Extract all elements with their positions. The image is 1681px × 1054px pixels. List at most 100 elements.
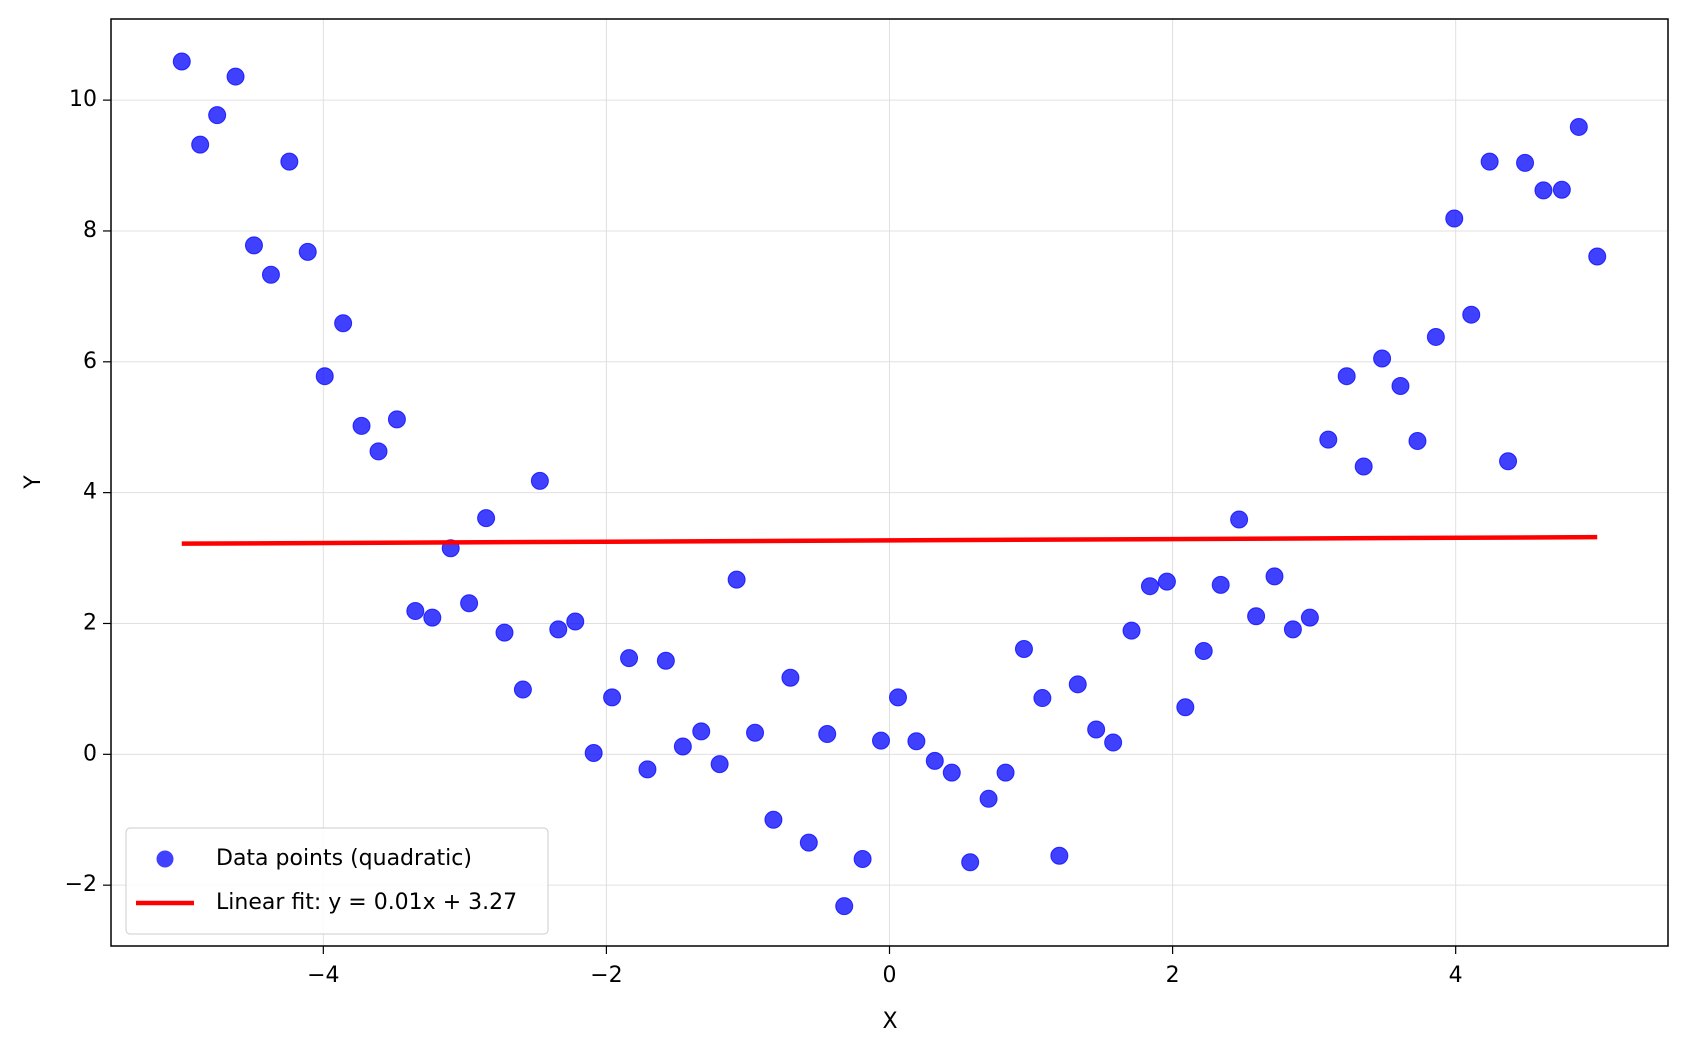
x-tick-label: −2 bbox=[590, 963, 622, 988]
data-point bbox=[1194, 641, 1213, 660]
data-point bbox=[799, 833, 818, 852]
y-tick-label: 2 bbox=[83, 610, 97, 635]
data-point bbox=[1337, 367, 1356, 386]
data-point bbox=[888, 688, 907, 707]
data-point bbox=[1014, 639, 1033, 658]
data-point bbox=[369, 442, 388, 461]
y-tick-label: 10 bbox=[69, 87, 97, 112]
data-point bbox=[334, 314, 353, 333]
legend-label: Data points (quadratic) bbox=[216, 846, 472, 871]
data-point bbox=[1176, 698, 1195, 717]
y-tick-label: 8 bbox=[83, 218, 97, 243]
y-axis-label: Y bbox=[21, 475, 46, 490]
data-point bbox=[727, 570, 746, 589]
y-tick-label: 0 bbox=[83, 741, 97, 766]
data-point bbox=[1499, 452, 1518, 471]
data-point bbox=[261, 265, 280, 284]
data-point bbox=[226, 67, 245, 86]
data-point bbox=[996, 763, 1015, 782]
data-point bbox=[1122, 621, 1141, 640]
data-point bbox=[495, 623, 514, 642]
data-point bbox=[1426, 327, 1445, 346]
legend: Data points (quadratic) Linear fit: y = 0… bbox=[125, 827, 549, 935]
data-point bbox=[1445, 209, 1464, 228]
data-point bbox=[244, 236, 263, 255]
data-point bbox=[673, 737, 692, 756]
data-point bbox=[191, 135, 210, 154]
data-point bbox=[1050, 846, 1069, 865]
data-point bbox=[406, 602, 425, 621]
data-point bbox=[1534, 181, 1553, 200]
data-point bbox=[1157, 572, 1176, 591]
data-point bbox=[1391, 377, 1410, 396]
data-point bbox=[1140, 577, 1159, 596]
data-point bbox=[925, 751, 944, 770]
data-point bbox=[942, 763, 961, 782]
x-tick-label: 4 bbox=[1449, 963, 1463, 988]
data-point bbox=[1552, 180, 1571, 199]
data-point bbox=[853, 849, 872, 868]
data-point bbox=[584, 744, 603, 763]
data-point bbox=[1462, 305, 1481, 324]
data-point bbox=[1230, 510, 1249, 529]
data-point bbox=[566, 612, 585, 631]
data-point bbox=[1211, 575, 1230, 594]
data-point bbox=[1283, 620, 1302, 639]
x-tick-label: 0 bbox=[883, 963, 897, 988]
data-point bbox=[746, 723, 765, 742]
data-point bbox=[1588, 247, 1607, 266]
data-point bbox=[620, 649, 639, 668]
data-point bbox=[1319, 430, 1338, 449]
data-point bbox=[423, 608, 442, 627]
y-tick-label: 4 bbox=[83, 480, 97, 505]
plot-frame bbox=[110, 18, 1669, 947]
data-point bbox=[907, 732, 926, 751]
data-point bbox=[1265, 567, 1284, 586]
data-point bbox=[638, 760, 657, 779]
legend-box bbox=[125, 827, 549, 935]
data-point bbox=[835, 897, 854, 916]
data-point bbox=[1373, 349, 1392, 368]
x-tick-label: 2 bbox=[1166, 963, 1180, 988]
data-point bbox=[710, 755, 729, 774]
data-point bbox=[280, 152, 299, 171]
data-point bbox=[1087, 720, 1106, 739]
data-point bbox=[1569, 117, 1588, 136]
data-point bbox=[872, 731, 891, 750]
data-point bbox=[1068, 675, 1087, 694]
fit-line bbox=[181, 534, 1598, 546]
data-point bbox=[460, 594, 479, 613]
data-point bbox=[1480, 152, 1499, 171]
data-point bbox=[477, 509, 496, 528]
data-point bbox=[1104, 733, 1123, 752]
data-point bbox=[603, 688, 622, 707]
data-point bbox=[352, 416, 371, 435]
data-point bbox=[781, 668, 800, 687]
data-point bbox=[818, 725, 837, 744]
data-point bbox=[549, 620, 568, 639]
legend-marker bbox=[156, 850, 174, 868]
legend-label: Linear fit: y = 0.01x + 3.27 bbox=[216, 890, 517, 915]
data-point bbox=[764, 810, 783, 829]
data-point bbox=[208, 106, 227, 125]
data-point bbox=[1408, 431, 1427, 450]
data-point bbox=[979, 789, 998, 808]
data-point bbox=[1516, 153, 1535, 172]
x-tick-label: −4 bbox=[307, 963, 339, 988]
data-point bbox=[1247, 607, 1266, 626]
data-point bbox=[656, 651, 675, 670]
y-tick-label: −2 bbox=[65, 872, 97, 897]
y-tick-label: 6 bbox=[83, 349, 97, 374]
data-point bbox=[530, 471, 549, 490]
x-axis-label: X bbox=[882, 1009, 897, 1034]
data-point bbox=[1354, 457, 1373, 476]
data-point bbox=[1033, 689, 1052, 708]
data-point bbox=[1300, 608, 1319, 627]
data-point bbox=[961, 853, 980, 872]
data-point bbox=[315, 367, 334, 386]
data-point bbox=[298, 242, 317, 261]
data-point bbox=[513, 680, 532, 699]
data-point bbox=[172, 52, 191, 71]
data-point bbox=[387, 410, 406, 429]
